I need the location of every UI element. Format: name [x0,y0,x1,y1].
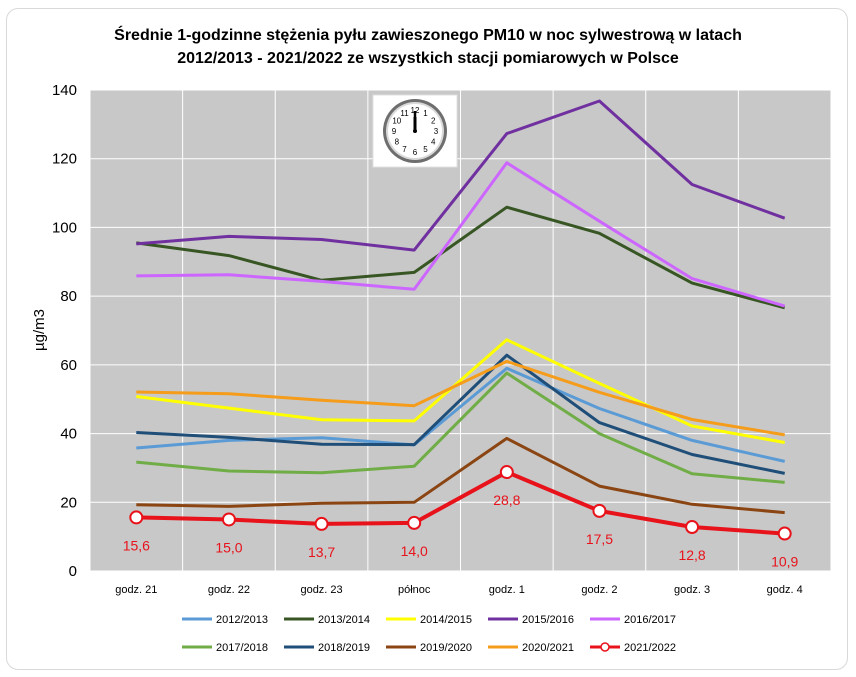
legend-label: 2020/2021 [522,642,574,654]
x-tick-label: godz. 22 [208,584,250,596]
legend: 2012/2013 2013/2014 2014/2015 2015/2016 2016… [182,614,676,654]
legend-label: 2012/2013 [216,614,268,626]
y-axis-label: µg/m3 [31,309,48,351]
series-line-2015-2016 [136,99,786,252]
data-point-marker [685,520,700,535]
clock-numeral: 6 [413,148,418,157]
y-tick-label: 60 [60,357,77,374]
clock-numeral: 12 [411,106,420,115]
clock-numeral: 3 [434,127,439,136]
x-tick-label: godz. 3 [674,584,710,596]
series-line-2013-2014 [136,205,786,310]
legend-label: 2014/2015 [420,614,472,626]
data-label: 28,8 [493,492,520,508]
y-tick-label: 20 [60,494,77,511]
series-lines [136,99,786,536]
clock-numeral: 4 [431,138,436,147]
y-tick-label: 0 [69,563,77,580]
data-point-marker [129,510,144,525]
data-label: 13,7 [308,544,335,560]
y-tick-label: 80 [60,288,77,305]
data-point-marker [592,503,607,518]
x-tick-label: godz. 1 [489,584,525,596]
data-label: 10,9 [771,554,798,570]
clock-numeral: 11 [400,109,409,118]
chart-title-line-2: 2012/2013 - 2021/2022 ze wszystkich stac… [177,50,679,67]
chart-title-line-1: Średnie 1-godzinne stężenia pyłu zawiesz… [114,27,742,44]
legend-label: 2021/2022 [624,642,676,654]
series-line-2021-2022 [136,470,785,536]
data-label: 14,0 [401,543,428,559]
y-tick-label: 100 [52,219,77,236]
y-tick-label: 40 [60,426,77,443]
legend-label: 2017/2018 [216,642,268,654]
legend-label: 2013/2014 [318,614,370,626]
x-axis-ticks: godz. 21 godz. 22 godz. 23 północ godz. 1 god… [115,584,803,596]
data-point-marker [499,465,514,480]
clock-numeral: 10 [392,117,401,126]
data-point-marker [777,526,792,541]
legend-marker [600,642,610,652]
series-line-2014-2015 [136,338,785,444]
legend-label: 2015/2016 [522,614,574,626]
clock-numeral: 8 [395,138,400,147]
clock-numeral: 7 [402,145,407,154]
data-labels: 15,6 15,0 13,7 14,0 28,8 17,5 12,8 10,9 [123,492,799,569]
data-label: 12,8 [678,547,705,563]
x-tick-label: godz. 23 [300,584,342,596]
series-line-2019-2020 [136,436,785,515]
series-line-2016-2017 [136,161,786,308]
series-line-2017-2018 [136,371,785,484]
y-axis-ticks: 0 20 40 60 80 100 120 140 [52,82,77,580]
clock-numeral: 5 [423,145,428,154]
data-point-marker [221,512,236,527]
y-tick-label: 140 [52,82,77,99]
legend-label: 2018/2019 [318,642,370,654]
legend-label: 2016/2017 [624,614,676,626]
data-label: 17,5 [586,531,613,547]
series-line-2020-2021 [136,359,785,437]
series-markers [129,465,792,541]
clock-numeral: 2 [431,117,436,126]
x-tick-label: godz. 2 [581,584,617,596]
y-tick-label: 120 [52,151,77,168]
series-line-2018-2019 [136,353,785,475]
data-label: 15,0 [215,539,242,555]
legend-label: 2019/2020 [420,642,472,654]
data-point-marker [407,515,422,530]
clock-numeral: 1 [423,109,428,118]
x-tick-label: godz. 21 [115,584,157,596]
data-point-marker [314,516,329,531]
x-tick-label: godz. 4 [767,584,803,596]
data-label: 15,6 [123,537,150,553]
chart-title: Średnie 1-godzinne stężenia pyłu zawiesz… [0,24,856,70]
clock-numeral: 9 [392,127,397,136]
x-tick-label: północ [398,584,431,596]
